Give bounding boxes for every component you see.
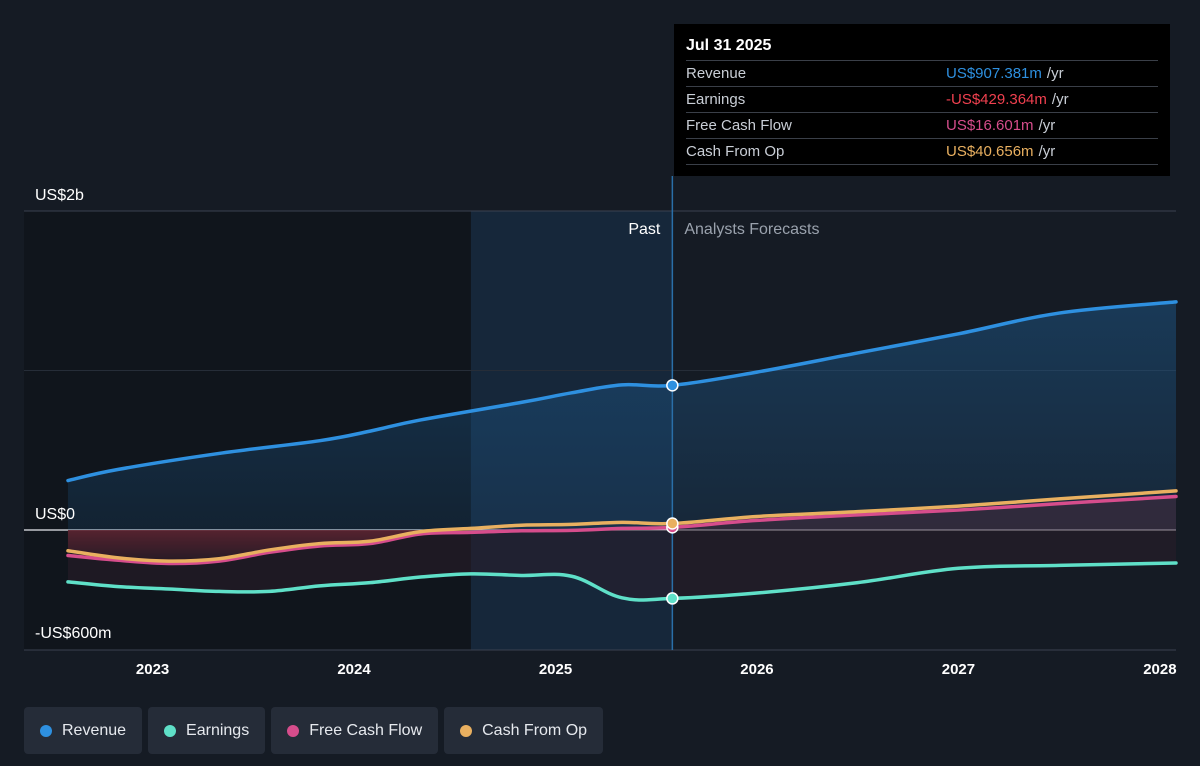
x-axis-labels: 2023 2024 2025 2026 2027 2028	[136, 661, 1177, 678]
legend-dot-icon	[40, 724, 52, 737]
legend-item-label: Revenue	[62, 721, 127, 739]
tooltip-row-label: Free Cash Flow	[686, 117, 792, 134]
y-axis-labels: US$2b US$0 -US$600m	[35, 187, 111, 642]
legend-dot-icon	[164, 724, 177, 737]
tooltip-row: Cash From Op US$40.656m/yr	[686, 138, 1158, 165]
revenue-area	[67, 301, 1176, 530]
series-markers	[666, 379, 679, 605]
marker-revenue	[666, 379, 679, 392]
legend-item-cash-from-op[interactable]: Cash From Op	[444, 707, 604, 754]
tooltip-row-label: Earnings	[686, 91, 746, 108]
series-line-cash-from-op	[66, 489, 1178, 563]
series-line-free-cash-flow	[66, 494, 1178, 566]
tooltip-row: Free Cash Flow US$16.601m/yr	[686, 112, 1158, 138]
legend-item-revenue[interactable]: Revenue	[24, 707, 143, 754]
tooltip-row-label: Cash From Op	[686, 143, 785, 160]
legend-dot-icon	[460, 724, 473, 737]
y-tick-label: US$2b	[35, 187, 84, 204]
tooltip-row-unit: /yr	[1038, 117, 1056, 134]
tooltip-row-value: US$907.381m	[946, 65, 1042, 82]
legend: Revenue Earnings Free Cash Flow Cash From O…	[24, 707, 604, 754]
series-line-revenue	[66, 300, 1178, 483]
x-tick-label: 2023	[136, 661, 169, 678]
tooltip-row-value: US$16.601m	[946, 117, 1034, 134]
tooltip-row-unit: /yr	[1051, 91, 1069, 108]
x-tick-label: 2026	[740, 661, 773, 678]
legend-item-label: Cash From Op	[482, 721, 588, 739]
legend-item-free-cash-flow[interactable]: Free Cash Flow	[271, 707, 439, 754]
marker-cash-from-op	[666, 517, 679, 530]
x-tick-label: 2028	[1143, 661, 1176, 678]
series-lines	[66, 300, 1178, 602]
tooltip-row-unit: /yr	[1038, 143, 1056, 160]
marker-earnings	[666, 592, 679, 605]
tooltip-row-value: -US$429.364m	[946, 91, 1047, 108]
x-tick-label: 2027	[942, 661, 975, 678]
tooltip-row-value: US$40.656m	[946, 143, 1034, 160]
x-tick-label: 2025	[539, 661, 572, 678]
y-tick-label: -US$600m	[35, 625, 111, 642]
tooltip-row: Earnings -US$429.364m/yr	[686, 86, 1158, 112]
tooltip-date: Jul 31 2025	[686, 37, 772, 54]
tooltip-row-label: Revenue	[686, 65, 747, 82]
series-line-earnings	[66, 561, 1178, 602]
legend-item-label: Free Cash Flow	[309, 721, 423, 739]
forecast-label: Analysts Forecasts	[684, 221, 819, 238]
tooltip-row: Revenue US$907.381m/yr	[686, 60, 1158, 86]
tooltip: Jul 31 2025 Revenue US$907.381m/yr Earning…	[674, 24, 1170, 176]
tooltip-row-unit: /yr	[1046, 65, 1064, 82]
y-tick-label: US$0	[35, 506, 75, 523]
legend-item-earnings[interactable]: Earnings	[148, 707, 266, 754]
x-tick-label: 2024	[337, 661, 371, 678]
legend-dot-icon	[287, 724, 300, 737]
past-label: Past	[628, 221, 661, 238]
legend-item-label: Earnings	[186, 721, 250, 739]
tooltip-rows: Revenue US$907.381m/yr Earnings -US$429.364…	[686, 60, 1158, 165]
